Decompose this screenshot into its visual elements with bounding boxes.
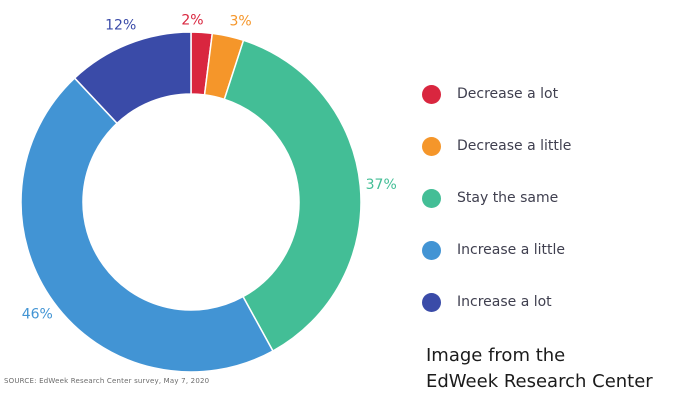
source-note: SOURCE: EdWeek Research Center survey, M… <box>4 377 210 385</box>
legend-label-increase-a-lot: Increase a lot <box>457 294 552 310</box>
legend-label-decrease-a-little: Decrease a little <box>457 138 572 154</box>
legend-item-decrease-a-little: Decrease a little <box>422 120 672 172</box>
legend-item-stay-the-same: Stay the same <box>422 172 672 224</box>
legend-swatch-decrease-a-little <box>422 136 441 156</box>
image-credit-line-2: EdWeek Research Center <box>426 371 653 392</box>
legend-swatch-decrease-a-lot <box>422 84 441 104</box>
legend-item-increase-a-little: Increase a little <box>422 224 672 276</box>
legend-item-decrease-a-lot: Decrease a lot <box>422 68 672 120</box>
image-credit: Image from the EdWeek Research Center <box>426 343 681 395</box>
legend-swatch-increase-a-little <box>422 240 441 260</box>
slice-label-increase-a-little: 46% <box>22 307 53 323</box>
slice-label-stay-the-same: 37% <box>366 177 397 193</box>
legend-swatch-stay-the-same <box>422 188 441 208</box>
slice-label-decrease-a-lot: 2% <box>181 12 203 28</box>
donut-slice-increase-a-lot <box>73 31 192 125</box>
donut-slice-increase-a-little <box>20 77 274 373</box>
legend-label-stay-the-same: Stay the same <box>457 190 559 206</box>
legend-label-decrease-a-lot: Decrease a lot <box>457 86 559 102</box>
legend-label-increase-a-little: Increase a little <box>457 242 565 258</box>
legend-item-increase-a-lot: Increase a lot <box>422 276 672 328</box>
donut-slice-stay-the-same <box>223 39 362 352</box>
slice-label-decrease-a-little: 3% <box>229 14 251 30</box>
legend: Decrease a lot Decrease a little Stay th… <box>422 68 672 328</box>
legend-swatch-increase-a-lot <box>422 292 441 312</box>
image-credit-line-1: Image from the <box>426 345 566 366</box>
slice-label-increase-a-lot: 12% <box>105 17 136 33</box>
